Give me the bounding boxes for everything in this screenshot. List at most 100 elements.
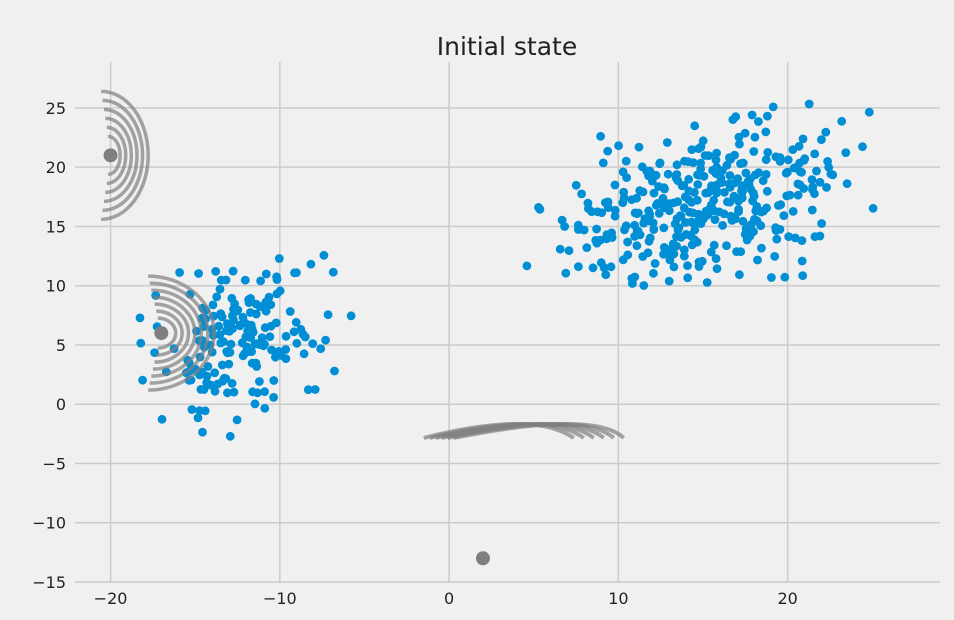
- data-point: [798, 134, 808, 144]
- data-point: [622, 173, 631, 183]
- data-point: [635, 186, 645, 196]
- data-point: [822, 183, 831, 192]
- data-point: [709, 240, 719, 250]
- data-point: [711, 155, 721, 165]
- component-contour: [107, 134, 122, 177]
- component-contour: [152, 295, 197, 371]
- data-point: [771, 226, 781, 235]
- data-point: [219, 373, 229, 383]
- data-point: [214, 321, 224, 331]
- data-point: [598, 158, 608, 168]
- data-point: [649, 268, 658, 278]
- data-point: [252, 339, 261, 348]
- data-point: [310, 385, 320, 394]
- data-point: [216, 275, 226, 285]
- data-point: [157, 414, 167, 424]
- data-point: [676, 211, 686, 221]
- data-point: [761, 155, 771, 165]
- data-point: [222, 326, 231, 335]
- data-point: [256, 276, 265, 286]
- data-point: [725, 171, 735, 180]
- data-point: [776, 200, 786, 210]
- component-mean-marker: [103, 148, 118, 163]
- data-point: [296, 324, 306, 334]
- data-point: [684, 195, 693, 204]
- data-point: [712, 148, 721, 158]
- y-tick-label: 25: [46, 99, 66, 118]
- data-point: [842, 179, 852, 189]
- data-point: [815, 177, 825, 187]
- data-point: [206, 380, 216, 390]
- data-point: [807, 175, 817, 185]
- component-contour: [105, 116, 134, 195]
- data-point: [323, 310, 333, 320]
- data-point: [737, 183, 747, 193]
- data-point: [747, 110, 757, 120]
- component-contour: [157, 316, 178, 350]
- data-point: [642, 166, 652, 176]
- data-point: [276, 351, 286, 360]
- data-point: [759, 206, 768, 216]
- data-point: [868, 203, 878, 213]
- data-point: [644, 236, 654, 246]
- y-tick-label: −5: [42, 454, 66, 473]
- data-point: [810, 189, 819, 199]
- data-point: [571, 180, 581, 190]
- data-point: [630, 208, 640, 218]
- data-point: [659, 243, 669, 252]
- component-contour: [151, 288, 203, 378]
- data-point: [235, 320, 245, 330]
- data-point: [677, 181, 687, 191]
- data-point: [749, 147, 759, 156]
- data-point: [743, 176, 753, 186]
- data-point: [216, 338, 226, 348]
- data-point: [245, 295, 255, 305]
- data-point: [228, 266, 238, 276]
- data-point: [138, 375, 148, 385]
- data-point: [577, 189, 586, 199]
- data-point: [649, 225, 659, 234]
- data-point: [648, 218, 658, 228]
- data-point: [135, 313, 145, 323]
- data-point: [676, 233, 686, 242]
- data-point: [227, 379, 237, 388]
- component-contour: [149, 281, 210, 385]
- data-point: [761, 170, 771, 179]
- data-point: [630, 272, 640, 282]
- data-point: [712, 264, 722, 274]
- data-point: [788, 207, 798, 216]
- data-point: [730, 150, 739, 160]
- data-point: [785, 190, 795, 200]
- data-point: [216, 309, 226, 318]
- data-point: [639, 281, 649, 290]
- data-point: [692, 195, 702, 205]
- data-point: [761, 127, 771, 137]
- x-tick-label: −20: [94, 589, 128, 608]
- data-point: [669, 249, 679, 259]
- data-point: [697, 212, 707, 222]
- data-point: [632, 241, 642, 251]
- data-point: [292, 268, 301, 277]
- data-point: [136, 338, 146, 348]
- data-point: [696, 164, 706, 174]
- data-point: [557, 215, 567, 225]
- data-point: [810, 149, 820, 159]
- data-point: [257, 333, 267, 343]
- data-point: [308, 339, 318, 348]
- data-point: [663, 169, 673, 179]
- data-point: [770, 252, 780, 261]
- data-point: [815, 231, 825, 241]
- y-tick-label: 10: [46, 277, 66, 296]
- data-point: [255, 377, 264, 386]
- data-point: [272, 272, 281, 282]
- data-point: [596, 235, 605, 245]
- data-point: [749, 191, 759, 201]
- data-point: [650, 259, 660, 268]
- data-point: [226, 339, 236, 349]
- data-point: [743, 226, 753, 236]
- data-point: [694, 144, 703, 154]
- component-contour: [101, 89, 150, 222]
- component-contour: [453, 421, 626, 440]
- data-point: [762, 186, 772, 196]
- data-point: [753, 255, 762, 265]
